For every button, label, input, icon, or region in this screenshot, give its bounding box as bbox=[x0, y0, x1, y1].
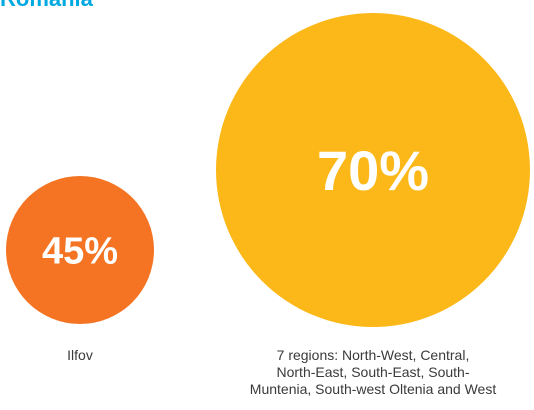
bubble-label-regions: North-East, South-East, South- bbox=[277, 364, 470, 380]
bubble-label-regions: 7 regions: North-West, Central, bbox=[277, 347, 470, 363]
chart-title: Romania bbox=[0, 0, 93, 12]
bubble-value-ilfov: 45% bbox=[42, 231, 118, 273]
bubble-label-ilfov: Ilfov bbox=[67, 347, 93, 363]
bubble-ilfov bbox=[6, 176, 154, 324]
bubble-label-regions: Muntenia, South-west Oltenia and West bbox=[250, 381, 497, 397]
bubble-value-regions: 70% bbox=[317, 139, 429, 202]
bubble-regions bbox=[216, 13, 530, 327]
